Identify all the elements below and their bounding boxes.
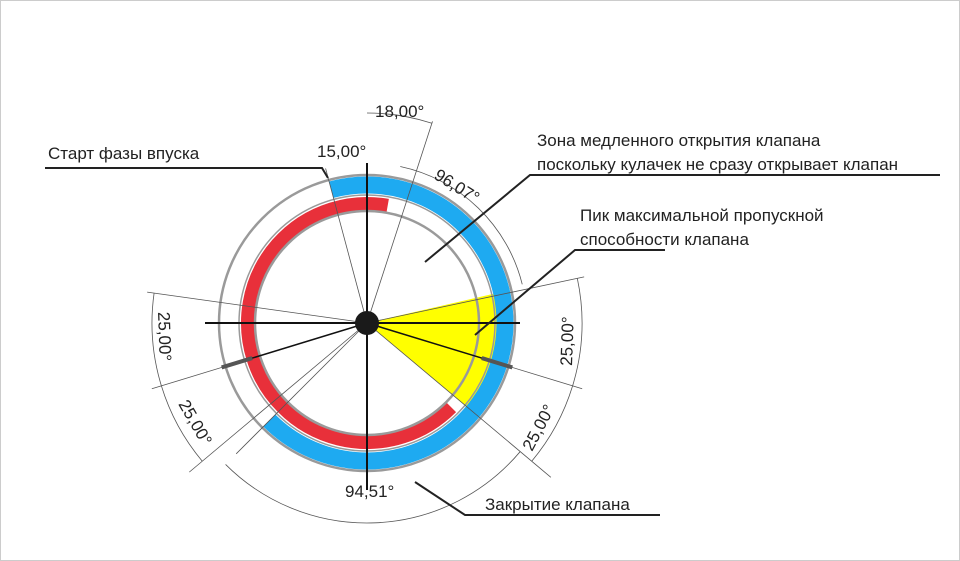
guide-line [147,291,368,324]
guide-line [366,276,585,324]
leader-line [424,174,940,263]
angle-label: 18,00° [375,102,424,121]
guide-line [366,121,433,324]
label: Закрытие клапана [485,495,630,514]
dimension-arc [572,278,583,386]
angle-label: 94,51° [345,482,394,501]
peak-marker [221,356,253,370]
peak-line [252,322,368,359]
angle-label: 25,00° [154,311,175,361]
peak-sector [367,291,507,413]
leader-line [414,481,660,516]
guide-line [325,168,368,324]
dimension-arc [225,451,521,524]
angle-label: 15,00° [317,142,366,161]
guide-line [235,322,368,455]
angle-label: 25,00° [557,316,578,366]
label: Пик максимальной пропускной [580,206,824,225]
leader-line [474,249,665,336]
guide-line [366,322,552,478]
label: поскольку кулачек не сразу открывает кла… [537,155,898,174]
peak-marker [481,356,513,370]
label: способности клапана [580,230,749,249]
dimension-arc [400,166,523,285]
intake-arc [263,176,514,470]
dimension-arc [151,293,162,386]
dimension-arc [161,385,203,462]
guide-line [189,322,368,473]
label: Старт фазы впуска [48,144,200,163]
geometry [147,112,585,524]
dimension-arc [366,112,433,124]
label: Зона медленного открытия клапана [537,131,821,150]
crank-center [355,311,379,335]
exhaust-arc [241,197,457,449]
dimension-arc [531,385,573,462]
leader-line [45,167,329,179]
peak-line [366,322,482,359]
